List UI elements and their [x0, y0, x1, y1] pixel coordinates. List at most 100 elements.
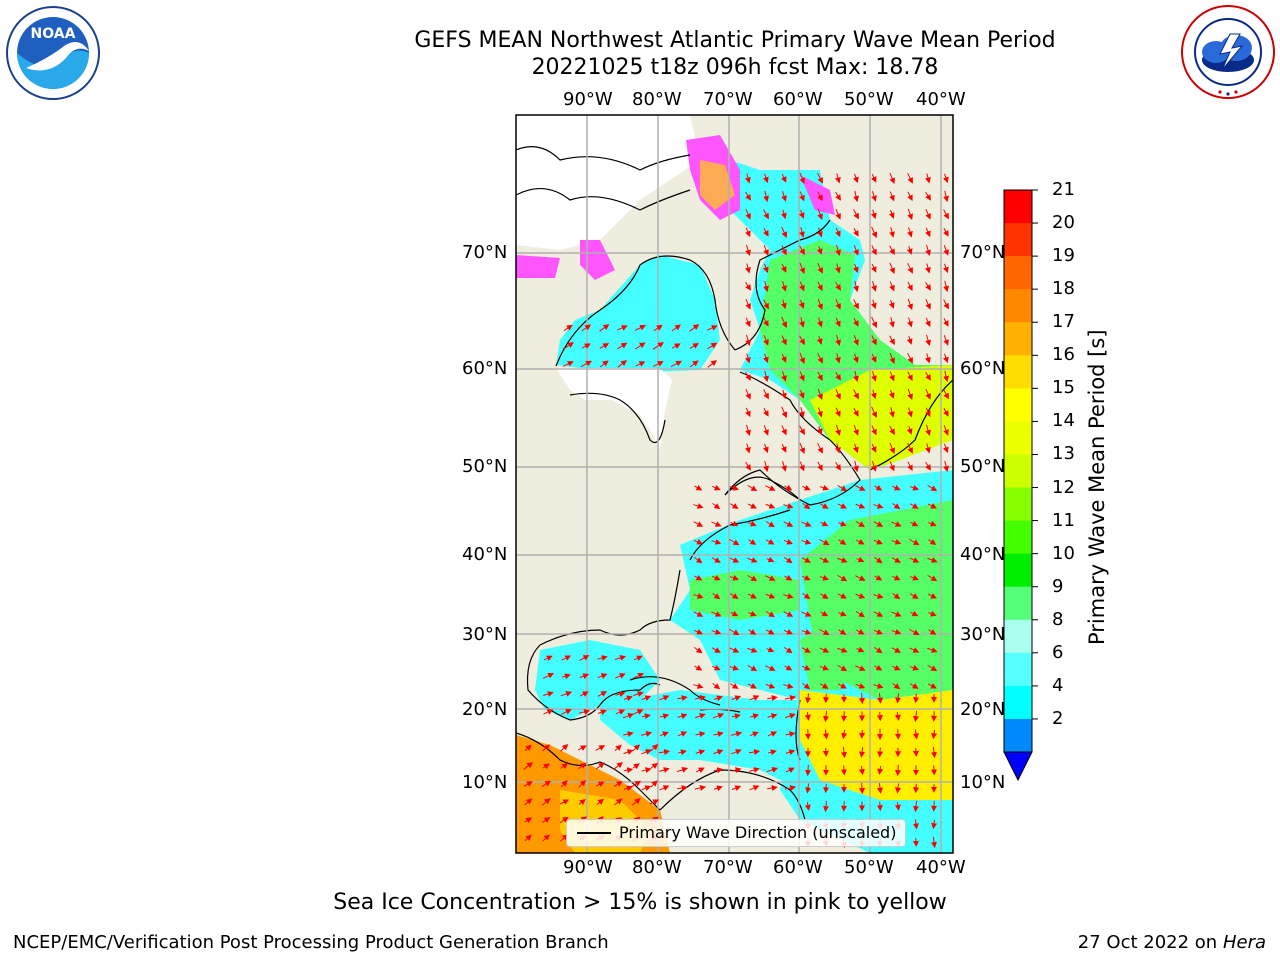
wave-direction-arrow [835, 388, 841, 400]
wave-direction-arrow [907, 191, 913, 202]
wave-direction-arrow [729, 574, 739, 581]
chart-title: GEFS MEAN Northwest Atlantic Primary Wav… [414, 28, 1056, 53]
wave-direction-arrow [731, 695, 742, 701]
wave-direction-arrow [925, 227, 931, 238]
chart-subtitle: 20221025 t18z 096h fcst Max: 18.78 [531, 55, 939, 80]
wave-direction-arrow [837, 503, 847, 509]
wave-direction-arrow [763, 460, 769, 473]
wave-direction-arrow [909, 503, 919, 509]
wave-direction-arrow [837, 557, 848, 563]
wave-direction-arrow [873, 521, 884, 527]
wave-direction-arrow [712, 682, 721, 690]
wave-direction-arrow [909, 574, 919, 581]
lat-label-left: 10°N [462, 772, 508, 793]
wave-direction-arrow [925, 281, 931, 291]
wave-direction-arrow [524, 744, 532, 752]
wave-direction-arrow [855, 683, 866, 689]
wave-direction-arrow [707, 342, 718, 350]
wave-direction-arrow [614, 798, 623, 806]
wave-direction-arrow [783, 521, 794, 527]
wave-direction-arrow [763, 280, 769, 293]
wave-direction-arrow [677, 785, 688, 791]
wave-direction-arrow [853, 245, 859, 256]
wave-direction-arrow [894, 729, 901, 740]
colorbar-tick-label: 6 [1052, 641, 1064, 663]
wave-direction-arrow [745, 388, 751, 400]
wave-direction-arrow [677, 749, 687, 756]
colorbar-tick-label: 2 [1052, 707, 1064, 729]
wave-direction-arrow [581, 324, 592, 332]
wave-direction-arrow [925, 191, 931, 201]
wave-direction-arrow [817, 281, 823, 292]
wave-direction-arrow [729, 503, 739, 509]
wave-direction-arrow [617, 342, 628, 350]
wave-direction-arrow [729, 593, 739, 599]
wave-direction-arrow [597, 709, 607, 716]
wave-direction-arrow [747, 664, 758, 672]
wave-direction-arrow [713, 695, 723, 702]
wave-direction-arrow [783, 611, 794, 617]
wave-direction-arrow [729, 647, 740, 653]
wave-direction-arrow [871, 335, 877, 346]
wave-direction-arrow [748, 610, 757, 617]
lat-label-left: 40°N [462, 544, 508, 565]
lat-label-right: 60°N [960, 358, 1006, 379]
wave-direction-arrow [837, 647, 848, 653]
colorbar-segment [1004, 289, 1032, 323]
wave-direction-arrow [781, 316, 787, 329]
wave-direction-arrow [799, 262, 805, 275]
wave-direction-arrow [799, 407, 805, 418]
wave-direction-arrow [877, 766, 884, 775]
wave-direction-arrow [925, 298, 931, 310]
wave-direction-arrow [731, 785, 742, 791]
wave-direction-arrow [942, 443, 949, 454]
wave-direction-arrow [640, 731, 653, 737]
wave-direction-arrow [891, 539, 902, 545]
wave-direction-arrow [798, 299, 805, 309]
colorbar-segment [1004, 454, 1032, 489]
wave-direction-arrow [835, 227, 841, 238]
wave-direction-arrow [747, 574, 758, 582]
wave-direction-arrow [928, 539, 937, 545]
wave-direction-arrow [596, 798, 605, 806]
wave-direction-arrow [820, 610, 829, 617]
colorbar-segment [1004, 685, 1032, 720]
wave-direction-arrow [819, 538, 830, 546]
colorbar-tick-label: 10 [1052, 542, 1075, 564]
colorbar-tick-label: 18 [1052, 278, 1075, 300]
wave-direction-arrow [749, 713, 760, 720]
wave-direction-arrow [781, 226, 787, 239]
wave-direction-arrow [925, 371, 931, 381]
wave-direction-arrow [633, 691, 644, 697]
wave-direction-arrow [695, 713, 706, 719]
wave-direction-arrow [871, 191, 877, 202]
wave-direction-arrow [784, 785, 797, 791]
lat-label-right: 70°N [960, 242, 1006, 263]
map-frame [515, 114, 954, 854]
wave-direction-arrow [876, 801, 883, 812]
wave-direction-arrow [783, 503, 794, 509]
wave-direction-arrow [693, 611, 704, 617]
lon-label-top: 90°W [563, 89, 613, 110]
wave-direction-arrow [765, 520, 775, 528]
wave-direction-arrow [801, 521, 812, 527]
wave-direction-arrow [780, 209, 787, 220]
wave-direction-arrow [765, 610, 775, 618]
wave-direction-arrow [614, 744, 622, 752]
wave-direction-arrow [931, 729, 938, 740]
wave-direction-arrow [910, 520, 919, 527]
wave-direction-arrow [891, 557, 901, 563]
wave-direction-arrow [870, 389, 877, 400]
colorbar-tick-label: 4 [1052, 674, 1064, 696]
wave-direction-arrow [617, 360, 627, 368]
colorbar-title: Primary Wave Mean Period [s] [1085, 329, 1109, 645]
wave-direction-arrow [835, 173, 841, 184]
wave-direction-arrow [729, 484, 739, 491]
wave-direction-arrow [653, 324, 663, 332]
wave-direction-arrow [729, 557, 740, 563]
wave-direction-arrow [819, 647, 830, 653]
wave-direction-arrow [623, 749, 634, 755]
wave-direction-arrow [614, 655, 627, 661]
wave-direction-arrow [874, 574, 883, 581]
colorbar-tick-label: 21 [1052, 179, 1075, 200]
